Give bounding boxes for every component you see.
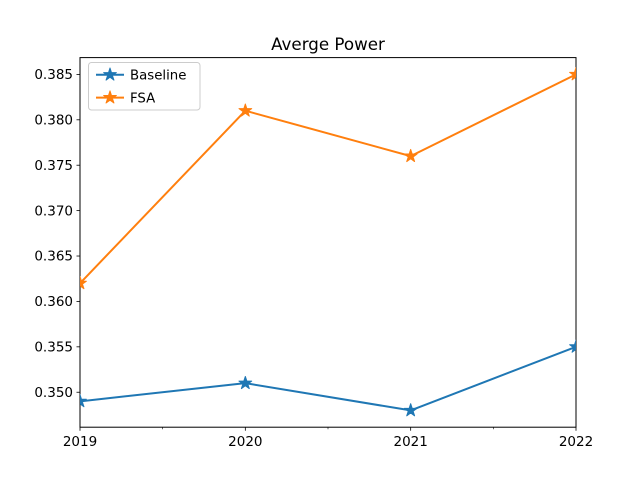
legend-label: Baseline xyxy=(130,68,186,83)
y-tick-label: 0.355 xyxy=(34,340,73,356)
y-tick-label: 0.380 xyxy=(34,113,73,129)
legend-entry-fsa: FSA xyxy=(96,90,155,106)
marker-fsa xyxy=(80,276,87,290)
plot-area xyxy=(79,57,577,428)
marker-baseline xyxy=(403,403,418,417)
y-tick-label: 0.375 xyxy=(34,158,73,174)
x-axis: 2019 2020 2021 2022 xyxy=(63,427,593,450)
y-tick-label: 0.365 xyxy=(34,249,73,265)
marker-baseline xyxy=(238,375,253,390)
y-tick-label: 0.370 xyxy=(34,203,73,219)
x-tick-label: 2021 xyxy=(393,434,427,450)
x-tick-label: 2019 xyxy=(63,434,97,450)
legend-label: FSA xyxy=(130,91,155,106)
x-tick-label: 2022 xyxy=(559,434,593,450)
marker-baseline xyxy=(80,394,87,408)
x-tick-label: 2020 xyxy=(228,434,262,450)
marker-baseline xyxy=(569,339,576,353)
series-line-baseline xyxy=(80,345,576,412)
chart-title: Averge Power xyxy=(271,34,385,54)
legend-star-icon xyxy=(103,90,117,104)
y-tick-label: 0.350 xyxy=(34,385,73,401)
series-group xyxy=(80,67,576,417)
legend: Baseline FSA xyxy=(88,62,201,111)
y-tick-label: 0.385 xyxy=(34,67,73,83)
y-tick-label: 0.360 xyxy=(34,294,73,310)
legend-entry-baseline: Baseline xyxy=(96,67,186,83)
legend-star-icon xyxy=(103,67,117,81)
y-axis: 0.350 0.355 0.360 0.365 0.370 0.375 0.380 0.385 xyxy=(34,67,80,401)
marker-fsa xyxy=(569,67,576,81)
series-line-fsa xyxy=(80,73,576,285)
marker-fsa xyxy=(403,148,418,163)
marker-fsa xyxy=(238,103,253,117)
